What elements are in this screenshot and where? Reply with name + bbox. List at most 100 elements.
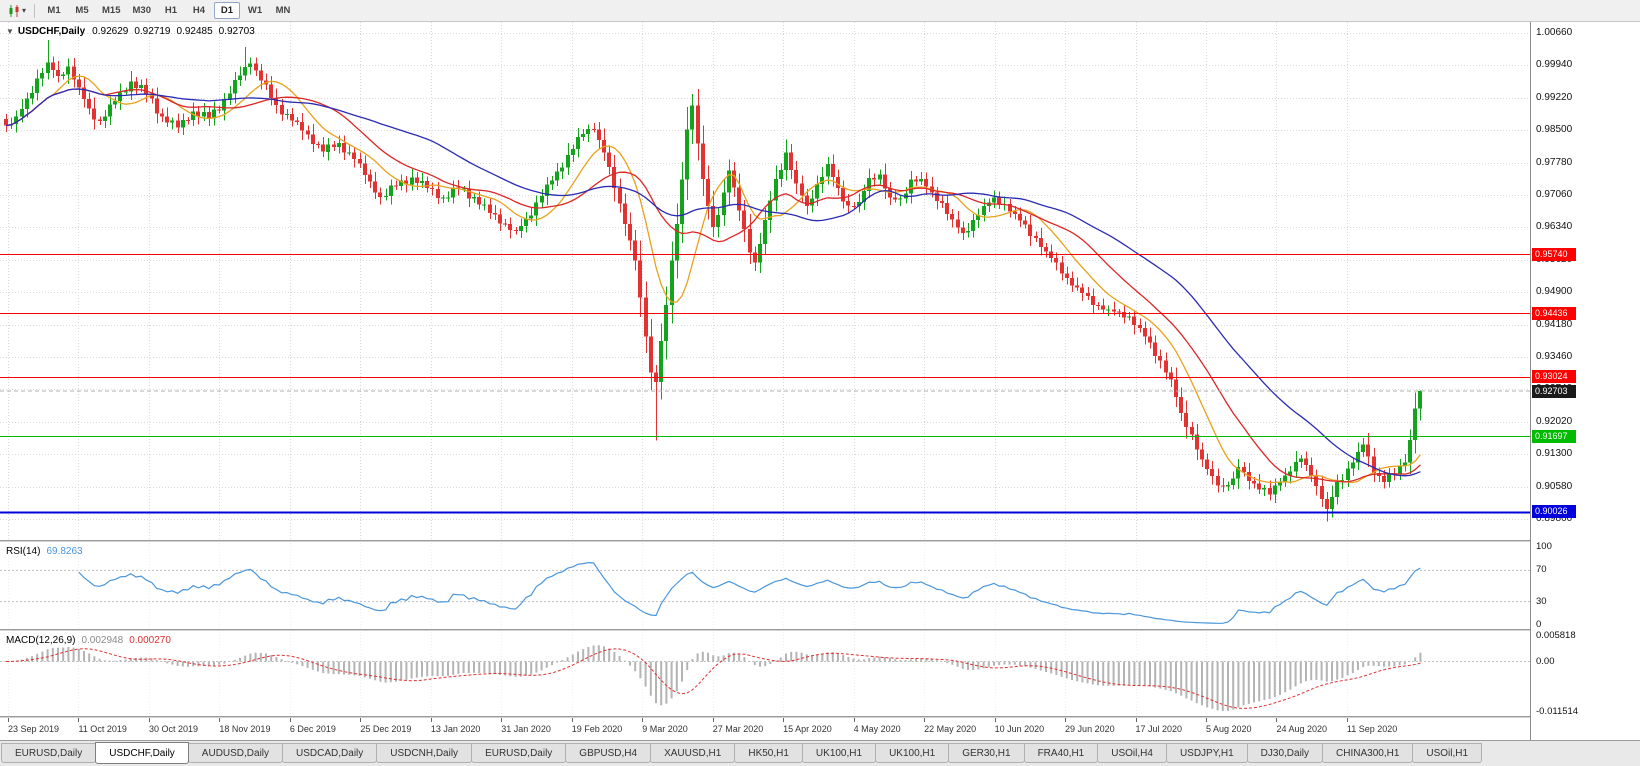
timeframe-button-h1[interactable]: H1 <box>164 5 178 16</box>
timeframe-button-w1[interactable]: W1 <box>247 5 263 16</box>
price-tick-label: 0.94180 <box>1536 318 1573 330</box>
price-tick-label: 0.98500 <box>1536 124 1573 136</box>
date-label: 29 Jun 2020 <box>1065 724 1115 734</box>
chart-tab-fra40-h1[interactable]: FRA40,H1 <box>1023 743 1099 763</box>
date-label: 11 Sep 2020 <box>1346 724 1398 734</box>
time-tick <box>78 718 79 722</box>
rsi-axis-label: 70 <box>1536 564 1547 576</box>
date-label: 22 May 2020 <box>924 724 977 734</box>
collapse-chart-icon[interactable]: ▼ <box>6 27 14 36</box>
price-level-tag: 0.93024 <box>1532 370 1576 384</box>
horizontal-level-lines[interactable] <box>0 254 1530 514</box>
time-tick <box>713 718 714 722</box>
rsi-svg <box>0 543 1530 629</box>
macd-svg <box>0 632 1530 716</box>
date-label: 23 Sep 2019 <box>8 724 60 734</box>
chart-tab-usoil-h1[interactable]: USOil,H1 <box>1412 743 1483 763</box>
time-tick <box>1065 718 1066 722</box>
time-tick <box>1136 718 1137 722</box>
chart-tab-gbpusd-h4[interactable]: GBPUSD,H4 <box>565 743 652 763</box>
chart-tab-eurusd-daily[interactable]: EURUSD,Daily <box>471 743 567 763</box>
price-tick-label: 0.91300 <box>1536 448 1573 460</box>
price-tick-label: 0.93460 <box>1536 350 1573 362</box>
time-tick <box>854 718 855 722</box>
chart-tab-bar: EURUSD,Daily USDCHF,Daily AUDUSD,Daily USDC… <box>0 740 1640 766</box>
date-label: 4 May 2020 <box>853 724 901 734</box>
rsi-axis-label: 100 <box>1536 541 1552 552</box>
date-label: 27 Mar 2020 <box>712 724 764 734</box>
ohlc-high: 0.92719 <box>134 26 171 37</box>
time-tick <box>642 718 643 722</box>
timeframe-button-h4[interactable]: H4 <box>192 5 206 16</box>
time-axis[interactable]: 23 Sep 2019 11 Oct 2019 30 Oct 2019 18 Nov … <box>0 718 1530 740</box>
rsi-line <box>78 561 1421 624</box>
candlestick-chart-icon <box>9 4 19 17</box>
price-level-tag: 0.90026 <box>1532 505 1576 518</box>
time-tick <box>995 718 996 722</box>
time-tick <box>1347 718 1348 722</box>
chart-tab-china300-h1[interactable]: CHINA300,H1 <box>1322 743 1414 763</box>
date-label: 10 Jun 2020 <box>994 724 1045 734</box>
price-chart-canvas[interactable]: ▼ USDCHF,Daily 0.92629 0.92719 0.92485 0.9270… <box>0 22 1530 540</box>
time-tick <box>783 718 784 722</box>
chart-tab-usdcad-daily[interactable]: USDCAD,Daily <box>282 743 378 763</box>
macd-axis-label: 0.00 <box>1536 655 1555 667</box>
macd-grid <box>8 632 1348 716</box>
date-label: 5 Aug 2020 <box>1205 724 1252 734</box>
chart-tab-uk100-h1[interactable]: UK100,H1 <box>801 743 877 763</box>
price-tick-label: 0.92020 <box>1536 415 1573 427</box>
price-axis[interactable]: 1.00660 0.99940 0.99220 0.98500 0.97780 0.970… <box>1530 22 1640 740</box>
time-tick <box>1276 718 1277 722</box>
date-label: 30 Oct 2019 <box>148 724 198 734</box>
ma-20-line <box>5 88 1421 483</box>
chart-tab-usdjpy-h1[interactable]: USDJPY,H1 <box>1165 743 1248 763</box>
date-label: 25 Dec 2019 <box>360 724 412 734</box>
ma-40-line <box>5 88 1421 477</box>
macd-signal-line <box>5 648 1421 709</box>
chart-tab-usdchf-daily[interactable]: USDCHF,Daily <box>95 742 189 764</box>
price-level-tag: 0.91697 <box>1532 429 1576 443</box>
price-tick-label: 0.96340 <box>1536 221 1573 233</box>
timeframe-button-d1[interactable]: D1 <box>213 2 240 19</box>
chart-tab-usdcnh-daily[interactable]: USDCNH,Daily <box>376 743 473 763</box>
macd-value: 0.002948 <box>81 635 124 646</box>
timeframe-button-m5[interactable]: M5 <box>75 5 89 16</box>
rsi-name: RSI(14) <box>6 546 41 557</box>
date-label: 19 Feb 2020 <box>571 724 623 734</box>
rsi-panel[interactable]: RSI(14) 69.8263 <box>0 543 1530 629</box>
time-tick <box>501 718 502 722</box>
toolbar-separator <box>34 3 36 18</box>
chart-tab-audusd-daily[interactable]: AUDUSD,Daily <box>187 743 284 763</box>
timeframe-button-m15[interactable]: M15 <box>102 5 121 16</box>
macd-name: MACD(12,26,9) <box>6 635 76 646</box>
chart-tab-eurusd-daily[interactable]: EURUSD,Daily <box>1 743 97 763</box>
price-tick-label: 0.97060 <box>1536 188 1573 200</box>
time-tick <box>360 718 361 722</box>
candles-layer <box>4 40 1422 522</box>
panel-divider-chart-rsi[interactable] <box>0 540 1640 543</box>
chart-tab-usoil-h4[interactable]: USOil,H4 <box>1097 743 1167 763</box>
macd-panel[interactable]: MACD(12,26,9) 0.002948 0.000270 <box>0 632 1530 716</box>
panel-divider-rsi-macd[interactable] <box>0 629 1640 632</box>
price-tick-label: 0.97780 <box>1536 156 1573 168</box>
rsi-value: 69.8263 <box>46 546 83 557</box>
timeframe-button-m1[interactable]: M1 <box>47 5 61 16</box>
chart-tab-hk50-h1[interactable]: HK50,H1 <box>734 743 803 763</box>
macd-axis-label: 0.005818 <box>1536 630 1576 641</box>
timeframe-button-m30[interactable]: M30 <box>132 5 151 16</box>
ma-10-line <box>5 75 1421 484</box>
timeframe-toolbar: ▾ M1 M5 M15 M30 H1 H4 D1 W1 MN <box>0 0 1640 22</box>
grid-layer <box>0 22 1530 540</box>
price-level-tag: 0.94436 <box>1532 306 1576 320</box>
current-price-tag: 0.92703 <box>1532 384 1576 398</box>
chart-type-button[interactable]: ▾ <box>4 3 29 19</box>
main-chart-svg <box>0 22 1530 540</box>
time-tick <box>219 718 220 722</box>
chart-tab-uk100-h1[interactable]: UK100,H1 <box>875 743 950 763</box>
timeframe-button-mn[interactable]: MN <box>275 5 291 16</box>
price-tick-label: 0.99220 <box>1536 91 1573 103</box>
chart-tab-xauusd-h1[interactable]: XAUUSD,H1 <box>650 743 736 763</box>
chart-tab-ger30-h1[interactable]: GER30,H1 <box>948 743 1025 763</box>
chart-tab-dj30-daily[interactable]: DJ30,Daily <box>1246 743 1324 763</box>
